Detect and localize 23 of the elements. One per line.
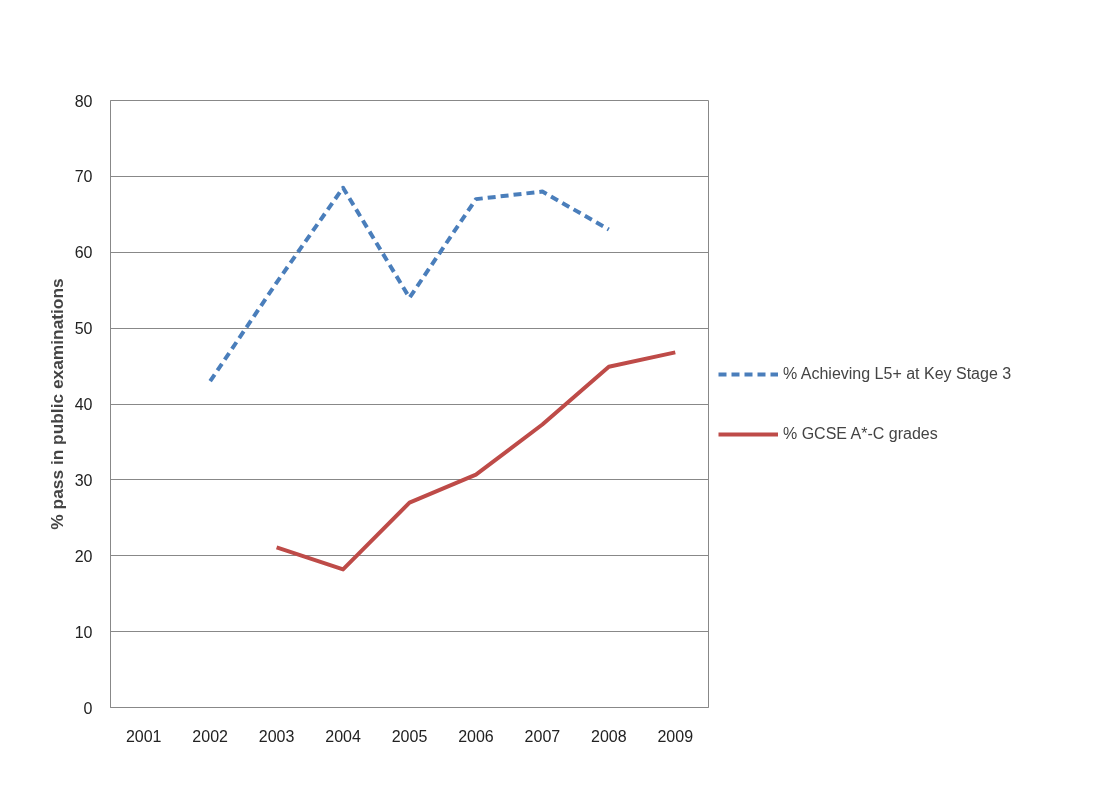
line-series bbox=[208, 185, 611, 384]
x-tick-label: 2006 bbox=[458, 727, 494, 745]
y-axis-title: % pass in public examinations bbox=[46, 278, 67, 530]
legend-label: % GCSE A*-C grades bbox=[783, 424, 938, 443]
x-tick-label: 2008 bbox=[591, 727, 627, 745]
x-tick-label: 2002 bbox=[192, 727, 229, 745]
x-tick-label: 2001 bbox=[125, 727, 162, 745]
x-tick-label: 2009 bbox=[657, 727, 694, 745]
y-tick-label: 20 bbox=[74, 547, 93, 565]
y-tick-label: 70 bbox=[74, 168, 93, 186]
legend-label: % Achieving L5+ at Key Stage 3 bbox=[783, 364, 1012, 383]
line-series bbox=[274, 350, 678, 572]
y-tick-label: 60 bbox=[74, 244, 93, 262]
x-tick-label: 2007 bbox=[524, 727, 561, 745]
y-tick-label: 50 bbox=[74, 320, 93, 338]
y-tick-label: 80 bbox=[74, 92, 93, 110]
y-tick-label: 30 bbox=[74, 471, 93, 489]
x-tick-label: 2004 bbox=[325, 727, 361, 745]
y-tick-label: 40 bbox=[74, 396, 93, 413]
y-tick-label: 10 bbox=[74, 623, 93, 641]
x-tick-label: 2005 bbox=[391, 727, 428, 745]
x-tick-label: 2003 bbox=[258, 727, 295, 745]
y-tick-label: 0 bbox=[83, 699, 93, 717]
